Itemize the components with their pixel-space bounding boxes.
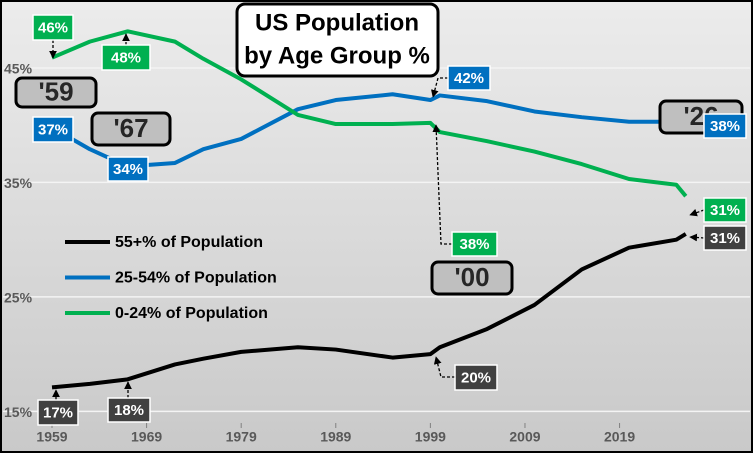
y-tick-label: 45%	[4, 61, 33, 77]
series-line	[51, 232, 687, 390]
value-box	[703, 113, 747, 139]
value-box	[107, 156, 149, 182]
series-line	[51, 29, 688, 198]
annotation: '00	[454, 262, 489, 292]
y-tick-label: 35%	[4, 175, 33, 191]
annotation: 31%	[710, 202, 740, 219]
value-box	[32, 14, 74, 41]
legend-label: 25-54% of Population	[115, 270, 277, 287]
x-tick-label: 1959	[36, 429, 67, 445]
annotation: 48%	[111, 49, 141, 66]
annotation: 46%	[38, 19, 68, 36]
value-box	[703, 225, 747, 251]
value-box	[454, 364, 498, 391]
series-line	[51, 92, 687, 169]
legend-label: 0-24% of Population	[115, 305, 268, 322]
x-tick-label: 2019	[604, 429, 635, 445]
x-tick-label: 1999	[415, 429, 446, 445]
annotation: 38%	[710, 118, 740, 135]
annotation: '67	[113, 113, 148, 143]
value-box	[703, 197, 747, 223]
value-box	[107, 397, 151, 423]
annotation: 42%	[454, 70, 484, 87]
value-box	[32, 116, 74, 143]
annotation: 20%	[461, 369, 491, 386]
annotation: 31%	[710, 230, 740, 247]
y-tick-label: 15%	[4, 404, 33, 420]
year-box	[90, 111, 172, 147]
chart-title: US Population	[255, 9, 419, 36]
x-tick-label: 1969	[131, 429, 162, 445]
annotation: 18%	[114, 402, 144, 419]
x-tick-label: 1989	[320, 429, 351, 445]
year-box	[14, 76, 98, 109]
annotation: 37%	[38, 121, 68, 138]
y-tick-label: 25%	[4, 290, 33, 306]
chart-subtitle: by Age Group %	[244, 42, 430, 69]
title-box	[235, 2, 440, 78]
annotation: 17%	[43, 404, 73, 421]
value-box	[101, 44, 151, 71]
value-box	[37, 399, 79, 426]
x-tick-label: 2009	[509, 429, 540, 445]
annotation: 34%	[113, 161, 143, 178]
legend-label: 55+% of Population	[115, 234, 263, 251]
annotation: '59	[38, 76, 73, 106]
value-box	[451, 231, 498, 257]
x-tick-label: 1979	[226, 429, 257, 445]
annotation: 38%	[459, 236, 489, 253]
year-box	[430, 260, 514, 296]
value-box	[447, 65, 491, 91]
